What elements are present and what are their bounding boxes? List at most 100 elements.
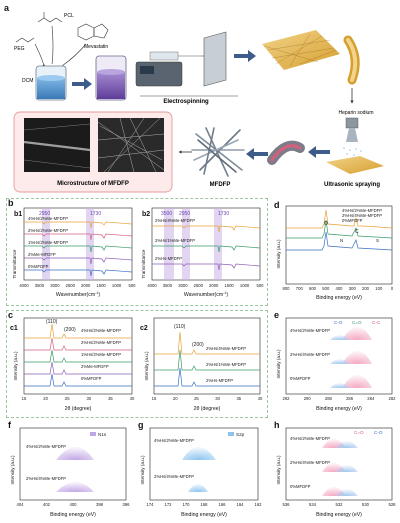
panel-c-charts: c1 Intensity (a.u.) (110) (200) 4%Hs/2%M… — [10, 317, 263, 412]
arrow-icon — [34, 43, 45, 68]
f-xtick: 402 — [43, 502, 51, 507]
c1-series-line — [24, 337, 132, 351]
b1-series-label: 2%Me-MFDFP — [28, 252, 56, 257]
d-peak-o: O — [324, 221, 328, 227]
h-legend-c-double-o: C=O — [354, 430, 364, 435]
b1-highlight-1730 — [86, 208, 94, 280]
g-xtick: 166 — [219, 502, 227, 507]
g-legend-swatch — [228, 432, 234, 436]
c2-tag: c2 — [140, 325, 148, 332]
f-peak-fill — [56, 447, 94, 460]
e-xtick: 282 — [389, 396, 397, 401]
b1-xtick: 500 — [129, 283, 137, 288]
b2-xtick: 3500 — [163, 283, 173, 288]
c2-xlabel: 2θ (degree) — [194, 406, 221, 412]
f-legend-swatch — [90, 432, 96, 436]
c2-series-label: 2%Hs/4%Me-MFDFP — [206, 346, 246, 351]
b2-tag: b2 — [142, 211, 150, 218]
b1-xtick: 3000 — [50, 283, 60, 288]
c2-series-label: 2%Hs/1%Me-MFDFP — [206, 362, 246, 367]
panel-f-chart: Intensity (a.u.) N1s 4%Hs/2%Me-MFDFP 2%H… — [10, 427, 130, 518]
d-xtick: 0 — [391, 286, 394, 291]
b1-highlight-2950 — [42, 208, 50, 280]
b2-annot-2950: 2950 — [179, 211, 190, 217]
f-xtick: 398 — [96, 502, 104, 507]
b1-xtick: 2500 — [66, 283, 76, 288]
c1-ylabel: Intensity (a.u.) — [13, 351, 18, 381]
h-xtick: 534 — [309, 502, 317, 507]
tube-scaffold-icon — [343, 35, 360, 85]
c2-xtick: 30 — [215, 396, 220, 401]
h-xtick: 528 — [389, 502, 397, 507]
h-xtick: 532 — [336, 502, 344, 507]
h-peak-fill — [336, 465, 358, 472]
c1-xlabel: 2θ (degree) — [65, 406, 92, 412]
b2-xtick: 4000 — [147, 283, 157, 288]
c2-peak-200: (200) — [192, 342, 204, 348]
b1-series-label: 4%Hs/2%Me-MFDFP — [28, 216, 68, 221]
b1-xtick: 4000 — [19, 283, 29, 288]
panel-letter-a: a — [4, 3, 10, 13]
c1-series-line — [24, 361, 132, 375]
c2-ylabel: Intensity (a.u.) — [144, 351, 149, 381]
b2-xtick: 1000 — [240, 283, 250, 288]
e-legend-c-double-o: C=O — [352, 320, 362, 325]
mevastatin-structure — [77, 23, 109, 41]
b2-highlight-1730 — [214, 208, 222, 280]
g-xtick: 168 — [201, 502, 209, 507]
c1-series-line — [24, 323, 132, 339]
g-peak-fill — [182, 447, 216, 460]
b1-plot-area — [23, 207, 133, 281]
d-xtick: 500 — [322, 286, 330, 291]
d-series-line — [286, 231, 393, 251]
coated-tube-icon — [267, 140, 305, 165]
b2-series-label: 2%Hs/4%Me-MFDFP — [155, 218, 195, 223]
h-xlabel: Binding energy (eV) — [316, 512, 362, 518]
collector-plate-icon — [200, 31, 227, 87]
b2-series-line — [152, 245, 261, 253]
arrow-right-icon — [234, 50, 256, 62]
h-series-label: 0%MFDFP — [290, 484, 311, 489]
arrow-right-icon — [72, 78, 92, 90]
c1-series-label: 1%Hs/2%Me-MFDFP — [81, 352, 121, 357]
arrow-left-icon — [246, 148, 268, 160]
c2-series-line — [154, 367, 260, 387]
e-series-label: 4%Hs/2%Me-MFDFP — [290, 328, 330, 333]
e-peak-fill — [342, 351, 372, 364]
mfdfp-mesh-icon — [191, 127, 245, 177]
b1-series-label: 2%Hs/2%Me-MFDFP — [28, 228, 68, 233]
f-xtick: 404 — [17, 502, 25, 507]
b2-series-label: 2%Hs/1%Me-MFDFP — [155, 238, 195, 243]
b1-series-label: 1%Hs/2%Me-MFDFP — [28, 240, 68, 245]
d-series-label: 2%Hs/4%Me-MFDFP — [342, 213, 382, 218]
g-xtick: 162 — [255, 502, 263, 507]
f-ylabel: Intensity (a.u.) — [10, 455, 15, 485]
c1-xtick: 15 — [22, 396, 27, 401]
c1-xtick: 30 — [86, 396, 91, 401]
panel-a-schematic: PCL PEG Mevastatin — [13, 12, 384, 193]
e-peak-fill — [330, 383, 350, 388]
f-series-label: 2%Hs/4%Me-MFDFP — [26, 476, 66, 481]
b1-series-line — [24, 221, 133, 229]
d-xtick: 100 — [375, 286, 383, 291]
arrow-icon — [61, 43, 87, 67]
h-xtick: 536 — [283, 502, 291, 507]
arrow-left-icon — [308, 146, 330, 158]
e-peak-fill — [342, 327, 372, 340]
b1-xtick: 2000 — [81, 283, 91, 288]
d-series-label: 4%Hs/2%Me-MFDFP — [342, 208, 382, 213]
c1-series-line — [24, 373, 132, 387]
f-legend-n1s: N1s — [98, 432, 107, 437]
h-peak-fill — [336, 489, 358, 496]
c1-xtick: 40 — [130, 396, 135, 401]
h-xtick: 530 — [362, 502, 370, 507]
c2-series-label: 2%Hs-MFDFP — [206, 378, 233, 383]
b1-xtick: 1000 — [112, 283, 122, 288]
d-xtick: 200 — [362, 286, 370, 291]
electrospinning-label: Electrospinning — [163, 99, 209, 105]
panel-g-chart: Intensity (a.u.) S2p 4%Hs/2%Me-MFDFP 2%H… — [140, 427, 263, 518]
e-xtick: 290 — [304, 396, 312, 401]
h-series-label: 2%Hs/4%Me-MFDFP — [290, 460, 330, 465]
b2-plot-area — [151, 207, 261, 281]
g-xtick: 172 — [165, 502, 173, 507]
